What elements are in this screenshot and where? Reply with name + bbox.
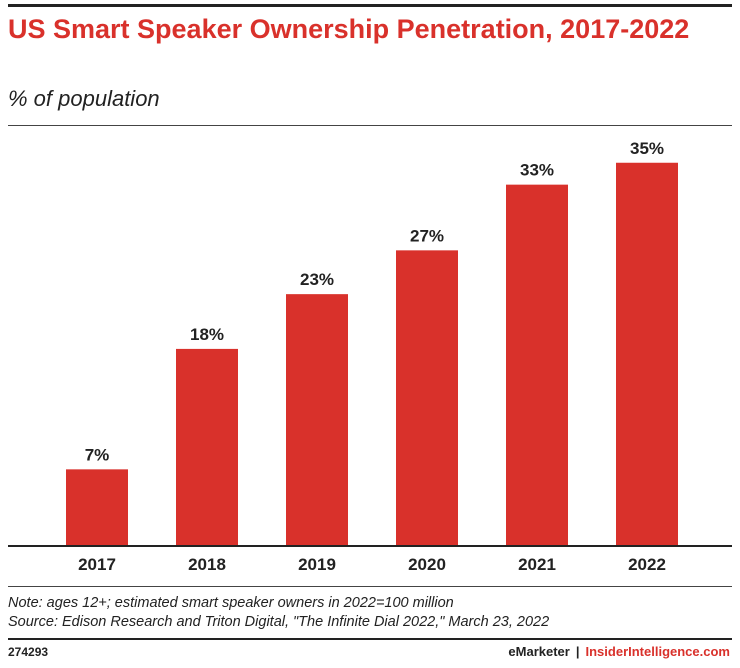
bar-2018 bbox=[176, 348, 238, 546]
data-label-2018: 18% bbox=[190, 325, 224, 344]
footer-brand: eMarketer | InsiderIntelligence.com bbox=[508, 644, 730, 659]
data-label-2019: 23% bbox=[300, 270, 334, 289]
bar-2021 bbox=[506, 184, 568, 546]
bar-chart: 7% 2017 18% 2018 23% 2019 27% 2020 33% 2021 35% 202… bbox=[8, 139, 732, 574]
note-rule bbox=[8, 586, 732, 587]
bar-2019 bbox=[286, 294, 348, 546]
data-label-2017: 7% bbox=[85, 445, 110, 464]
data-label-2021: 33% bbox=[520, 161, 554, 180]
subtitle-rule bbox=[8, 125, 732, 126]
chart-note: Note: ages 12+; estimated smart speaker … bbox=[8, 595, 454, 611]
emarketer-brand: eMarketer bbox=[508, 644, 570, 659]
x-tick-label-2019: 2019 bbox=[298, 555, 336, 574]
top-rule bbox=[8, 4, 732, 7]
x-tick-label-2020: 2020 bbox=[408, 555, 446, 574]
brand-separator: | bbox=[575, 644, 580, 659]
insider-intelligence-brand: InsiderIntelligence.com bbox=[585, 644, 731, 659]
bar-2020 bbox=[396, 250, 458, 546]
data-label-2020: 27% bbox=[410, 226, 444, 245]
data-label-2022: 35% bbox=[630, 139, 664, 158]
bar-2017 bbox=[66, 469, 128, 546]
x-tick-label-2017: 2017 bbox=[78, 555, 116, 574]
x-tick-label-2021: 2021 bbox=[518, 555, 556, 574]
x-tick-label-2018: 2018 bbox=[188, 555, 226, 574]
chart-subtitle: % of population bbox=[8, 86, 160, 111]
bar-2022 bbox=[616, 162, 678, 546]
chart-id: 274293 bbox=[8, 645, 49, 659]
chart-title: US Smart Speaker Ownership Penetration, … bbox=[8, 14, 690, 44]
bottom-rule bbox=[8, 638, 732, 640]
x-tick-label-2022: 2022 bbox=[628, 555, 666, 574]
chart-source: Source: Edison Research and Triton Digit… bbox=[8, 614, 550, 630]
